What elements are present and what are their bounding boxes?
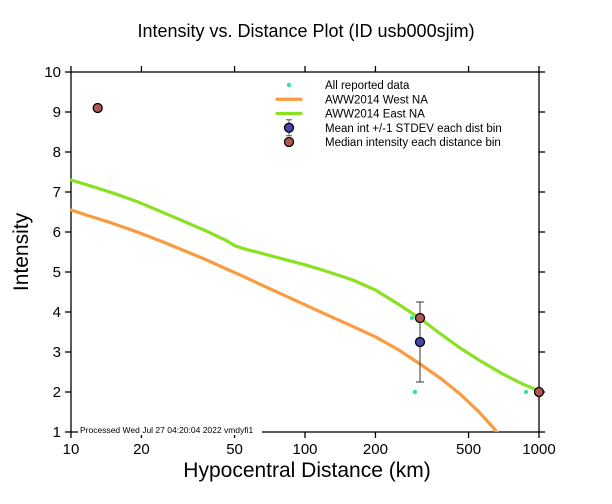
legend-item-label: All reported data xyxy=(325,80,410,92)
data-point-median-intensity-each-distance-bin xyxy=(533,386,545,398)
legend-item-all-reported-data: All reported data xyxy=(286,80,410,92)
y-tick-label: 8 xyxy=(53,144,61,161)
curve-aww2014-west-na xyxy=(70,208,499,432)
data-series xyxy=(70,178,540,432)
x-tick-label: 50 xyxy=(226,441,243,458)
data-point-median-intensity-each-distance-bin xyxy=(92,102,103,114)
legend-circle-icon xyxy=(283,136,295,148)
data-point-median-intensity-each-distance-bin xyxy=(414,312,426,324)
legend-item-aww2014-east-na: AWW2014 East NA xyxy=(275,109,425,121)
y-tick-label: 10 xyxy=(44,64,61,81)
x-tick-label: 500 xyxy=(456,441,481,458)
legend-item-label: Median intensity each distance bin xyxy=(325,137,501,149)
data-markers xyxy=(92,102,545,398)
y-tick-label: 4 xyxy=(53,304,61,321)
data-point-all-reported-data xyxy=(409,315,415,321)
legend-item-median-intensity-each-distance-bin: Median intensity each distance bin xyxy=(283,136,501,149)
y-tick-label: 7 xyxy=(53,184,61,201)
y-tick-label: 9 xyxy=(53,104,61,121)
data-point-mean-int-1-stdev-each-dist-bin xyxy=(414,336,426,348)
legend-item-aww2014-west-na: AWW2014 West NA xyxy=(275,94,428,106)
y-axis-label: Intensity xyxy=(10,212,33,291)
y-tick-label: 3 xyxy=(53,344,61,361)
legend-item-label: AWW2014 East NA xyxy=(325,109,425,121)
y-tick-label: 6 xyxy=(53,224,61,241)
footer-background xyxy=(78,424,262,435)
x-tick-label: 100 xyxy=(292,441,317,458)
legend-dot-icon xyxy=(286,82,292,88)
legend-item-label: Mean int +/-1 STDEV each dist bin xyxy=(325,123,502,135)
y-tick-label: 2 xyxy=(53,384,61,401)
x-tick-label: 200 xyxy=(363,441,388,458)
footer-timestamp: Processed Wed Jul 27 04:20:04 2022 vmdyf… xyxy=(80,425,254,435)
y-tick-label: 1 xyxy=(53,424,61,441)
legend: All reported data AWW2014 West NA AWW2014 … xyxy=(275,80,502,149)
curve-aww2014-east-na xyxy=(70,178,540,393)
legend-item-label: AWW2014 West NA xyxy=(325,94,428,106)
data-point-all-reported-data xyxy=(412,389,418,395)
x-tick-label: 10 xyxy=(63,441,80,458)
legend-item-mean-int-1-stdev-each-dist-bin: Mean int +/-1 STDEV each dist bin xyxy=(283,119,502,137)
chart-title: Intensity vs. Distance Plot (ID usb000sj… xyxy=(137,21,474,41)
x-axis-label: Hypocentral Distance (km) xyxy=(183,459,430,482)
axes: 10 20 50 100 200 500 1000 1 2 3 4 5 6 7 8 9 10 xyxy=(44,64,555,458)
data-point-all-reported-data xyxy=(523,389,529,395)
legend-circle-icon xyxy=(283,122,295,133)
x-tick-label: 1000 xyxy=(522,441,555,458)
y-tick-label: 5 xyxy=(53,264,61,281)
x-tick-label: 20 xyxy=(133,441,150,458)
